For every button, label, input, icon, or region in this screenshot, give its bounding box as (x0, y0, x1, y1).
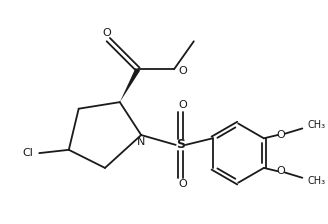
Text: Cl: Cl (22, 148, 33, 158)
Text: O: O (277, 166, 285, 176)
Text: N: N (137, 137, 145, 147)
Text: S: S (176, 138, 185, 151)
Text: CH₃: CH₃ (307, 176, 325, 186)
Polygon shape (120, 68, 140, 102)
Text: O: O (178, 66, 187, 76)
Text: O: O (102, 28, 111, 38)
Text: O: O (277, 130, 285, 140)
Text: O: O (178, 100, 187, 110)
Text: CH₃: CH₃ (307, 120, 325, 130)
Text: O: O (178, 179, 187, 189)
